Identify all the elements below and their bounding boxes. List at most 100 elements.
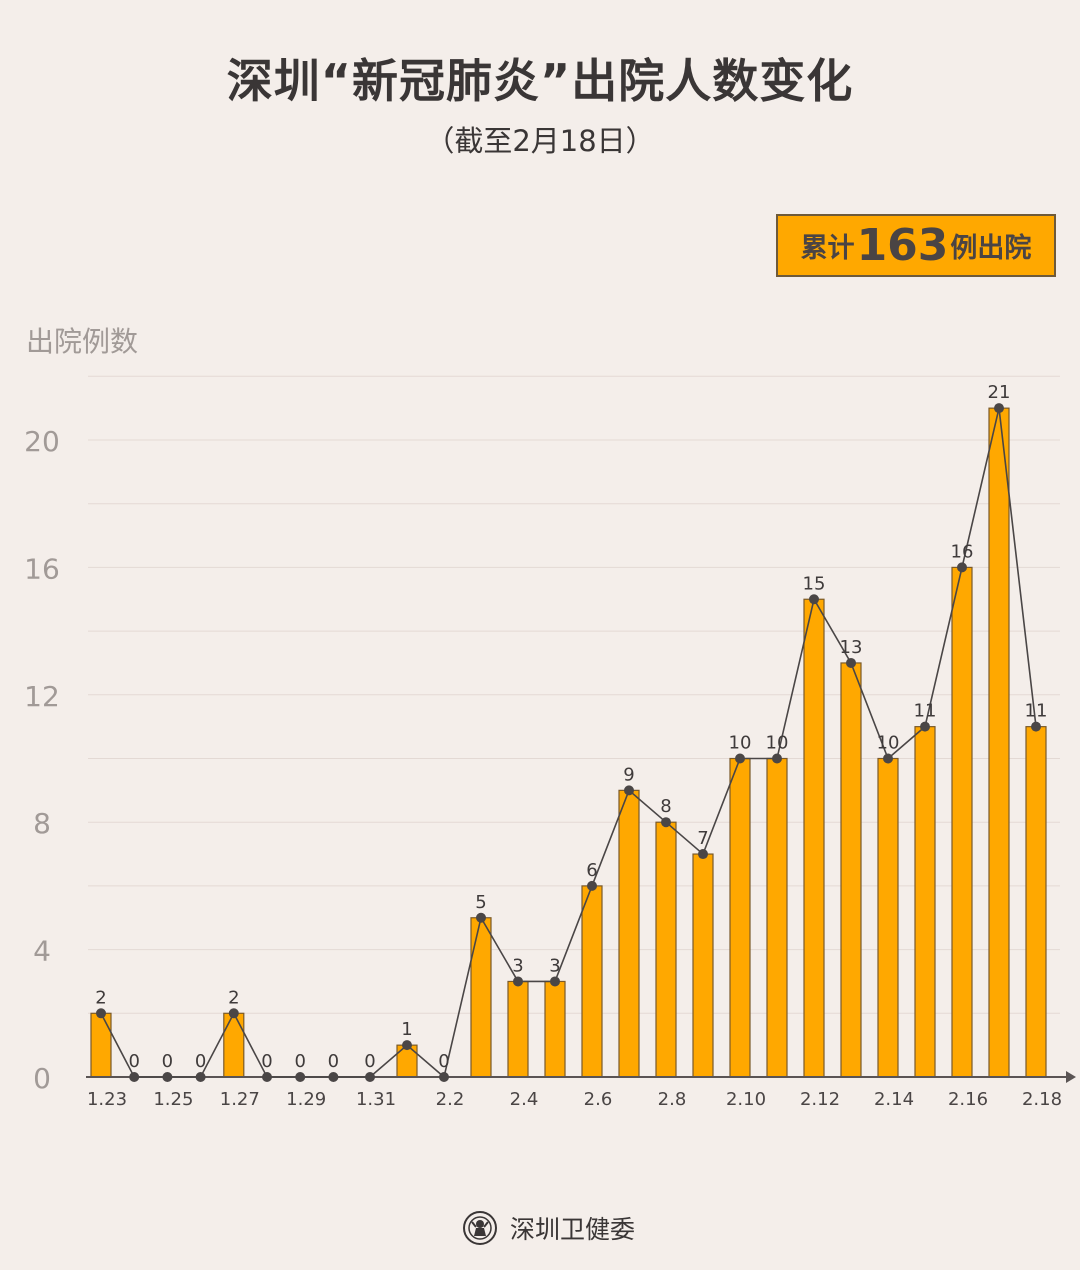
bar xyxy=(988,407,1010,1078)
data-label: 3 xyxy=(549,955,560,976)
bar xyxy=(914,726,936,1078)
bar xyxy=(655,821,677,1078)
data-point xyxy=(162,1072,173,1082)
x-tick-label: 2.2 xyxy=(436,1089,465,1110)
bar xyxy=(544,980,566,1078)
data-label: 15 xyxy=(803,573,826,594)
data-label: 3 xyxy=(512,955,523,976)
bar xyxy=(581,885,603,1078)
data-point xyxy=(624,785,634,796)
data-label: 6 xyxy=(586,860,597,881)
data-label: 0 xyxy=(364,1051,375,1072)
data-label: 0 xyxy=(195,1051,206,1072)
y-tick-label: 0 xyxy=(33,1062,51,1095)
data-point xyxy=(957,562,967,573)
data-label: 0 xyxy=(438,1051,449,1072)
x-tick-label: 1.31 xyxy=(356,1089,396,1110)
data-point xyxy=(96,1008,106,1019)
data-point xyxy=(883,753,893,764)
data-point xyxy=(295,1072,306,1082)
bar xyxy=(618,789,640,1078)
y-tick-label: 16 xyxy=(24,552,60,585)
y-tick-label: 4 xyxy=(33,935,51,968)
bar xyxy=(507,980,529,1078)
data-point xyxy=(328,1072,339,1082)
bar xyxy=(729,757,751,1078)
data-label: 2 xyxy=(228,987,239,1008)
chart-subtitle: （截至2月18日） xyxy=(425,124,655,158)
y-tick-label: 12 xyxy=(24,680,60,713)
data-point xyxy=(846,657,856,668)
data-point xyxy=(661,817,671,828)
data-point xyxy=(262,1072,272,1082)
bar xyxy=(803,598,825,1078)
data-point xyxy=(994,403,1004,414)
data-label: 10 xyxy=(877,733,900,754)
data-label: 1 xyxy=(401,1019,412,1040)
data-point xyxy=(735,753,745,764)
data-label: 8 xyxy=(660,796,671,817)
x-tick-label: 2.18 xyxy=(1022,1089,1062,1110)
data-point xyxy=(195,1072,206,1082)
bar xyxy=(877,757,899,1078)
badge-prefix: 累计 xyxy=(800,233,855,264)
x-tick-label: 1.23 xyxy=(87,1089,127,1110)
publisher-name: 深圳卫健委 xyxy=(510,1215,636,1244)
bar xyxy=(470,917,492,1078)
bar xyxy=(840,662,862,1078)
bar xyxy=(951,566,973,1078)
x-tick-label: 2.8 xyxy=(658,1089,687,1110)
data-label: 0 xyxy=(128,1051,139,1072)
data-label: 5 xyxy=(475,892,486,913)
bar xyxy=(223,1012,245,1078)
x-tick-label: 2.14 xyxy=(874,1089,914,1110)
data-label: 0 xyxy=(294,1051,305,1072)
data-label: 7 xyxy=(697,828,708,849)
bar xyxy=(766,757,788,1078)
data-point xyxy=(129,1072,140,1082)
data-point xyxy=(476,912,486,923)
y-tick-label: 20 xyxy=(24,425,60,458)
x-tick-label: 1.29 xyxy=(286,1089,326,1110)
x-tick-label: 1.25 xyxy=(153,1089,193,1110)
data-point xyxy=(365,1072,375,1082)
data-point xyxy=(439,1072,449,1082)
data-point xyxy=(1031,721,1041,732)
data-point xyxy=(228,1008,239,1019)
data-point xyxy=(587,880,597,891)
data-label: 10 xyxy=(766,733,789,754)
data-point xyxy=(513,976,523,987)
x-tick-label: 2.6 xyxy=(584,1089,613,1110)
data-label: 16 xyxy=(951,541,974,562)
data-point xyxy=(772,753,782,764)
x-tick-label: 2.16 xyxy=(948,1089,988,1110)
data-label: 21 xyxy=(988,382,1011,403)
data-point xyxy=(698,849,708,860)
data-label: 11 xyxy=(1025,701,1048,722)
data-label: 0 xyxy=(328,1051,339,1072)
bar xyxy=(90,1012,112,1078)
badge-suffix: 例出院 xyxy=(950,233,1032,264)
data-label: 2 xyxy=(95,987,106,1008)
data-label: 0 xyxy=(162,1051,173,1072)
bar xyxy=(1025,726,1047,1078)
x-axis-arrow-icon xyxy=(1066,1071,1076,1083)
badge-number: 163 xyxy=(856,220,949,271)
data-label: 11 xyxy=(914,701,937,722)
y-tick-label: 8 xyxy=(33,807,51,840)
bar xyxy=(692,853,714,1078)
total-discharged-badge: 累计 163 例出院 xyxy=(776,214,1056,277)
footer: 深圳卫健委 xyxy=(462,1210,635,1246)
data-point xyxy=(550,976,560,987)
health-commission-seal-icon xyxy=(463,1211,497,1245)
x-tick-label: 2.4 xyxy=(510,1089,539,1110)
data-label: 9 xyxy=(623,764,634,785)
data-point xyxy=(809,594,819,605)
data-label: 0 xyxy=(261,1051,272,1072)
x-tick-label: 2.10 xyxy=(726,1089,766,1110)
data-point xyxy=(402,1040,412,1051)
data-point xyxy=(920,721,930,732)
data-label: 13 xyxy=(840,637,863,658)
